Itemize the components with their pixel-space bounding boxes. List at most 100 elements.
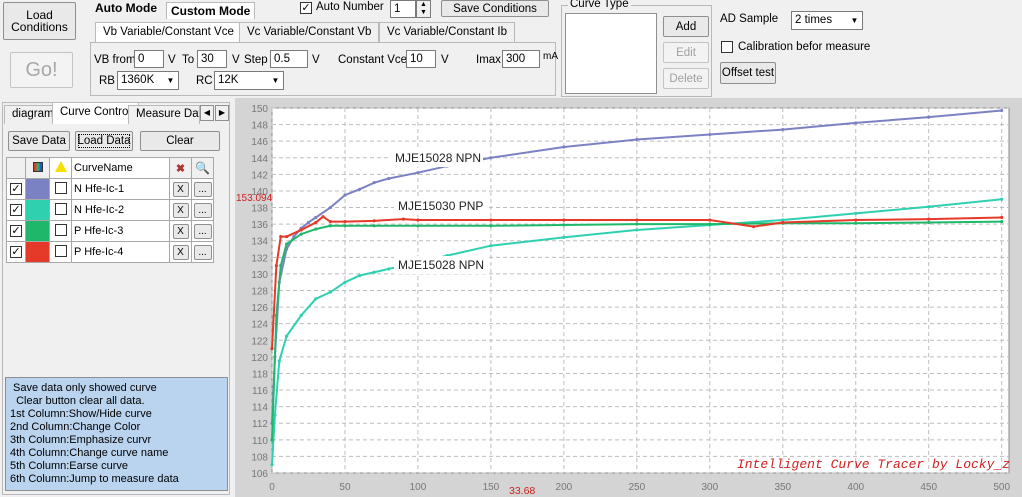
erase-curve-button[interactable]: X [172,181,189,197]
tab-curve-control[interactable]: Curve Control [52,102,139,124]
load-data-button[interactable]: Load Data [75,131,133,151]
tab-diagram[interactable]: diagram [4,105,62,124]
chevron-down-icon: ▼ [163,72,178,89]
curve-color-swatch[interactable] [25,178,50,200]
help-text-box: Save data only showed curve Clear button… [5,377,228,491]
erase-curve-button[interactable]: X [172,244,189,260]
data-point [708,218,712,222]
jump-to-data-button[interactable]: ... [193,244,212,260]
calibration-checkbox[interactable] [721,41,733,53]
curve-name-cell[interactable]: N Hfe-Ic-1 [71,178,170,200]
data-point [314,215,318,220]
data-point [274,264,278,268]
erase-curve-button[interactable]: X [172,223,189,239]
y-tick-label: 130 [251,270,268,281]
tab-vc-variable-ib[interactable]: Vc Variable/Constant Ib [379,22,515,42]
offset-test-button[interactable]: Offset test [720,62,776,84]
warning-icon [54,161,67,172]
data-point [387,176,391,181]
curve-annotation: MJE15030 PNP [398,199,483,213]
y-tick-label: 148 [251,121,268,132]
data-point [279,264,283,268]
edit-button[interactable]: Edit [663,42,709,63]
custom-mode-tab[interactable]: Custom Mode [166,2,256,19]
x-tick-label: 450 [920,482,937,493]
ad-sample-select[interactable]: 2 times ▼ [791,11,863,30]
data-point [284,242,289,246]
data-point [357,187,362,191]
y-tick-label: 122 [251,336,268,347]
y-tick-label: 136 [251,220,268,231]
show-curve-checkbox[interactable]: ✓ [10,246,22,258]
constant-vce-input[interactable]: 10 [406,50,436,68]
watermark-text: Intelligent Curve Tracer by Locky_z [737,457,1010,472]
curve-color-swatch[interactable] [25,199,50,221]
rb-select[interactable]: 1360K ▼ [117,71,179,90]
emphasize-checkbox[interactable] [54,181,67,194]
to-unit: V [232,54,240,66]
auto-number-spinner[interactable]: ▲ ▼ [416,0,431,18]
jump-column-header: 🔍 [191,157,214,179]
clear-button[interactable]: Clear [140,131,220,151]
curve-color-swatch[interactable] [25,241,50,263]
auto-mode-tab[interactable]: Auto Mode [95,1,157,15]
imax-input[interactable]: 300 [502,50,540,68]
data-point [416,171,420,175]
jump-to-data-button[interactable]: ... [193,223,212,239]
erase-curve-button[interactable]: X [172,202,189,218]
show-curve-checkbox[interactable]: ✓ [10,225,22,237]
show-column-header [6,157,26,179]
rc-select[interactable]: 12K ▼ [214,71,284,90]
tab-scroll-left[interactable]: ◀ [200,105,214,121]
go-button[interactable]: Go! [10,52,73,88]
jump-to-data-button[interactable]: ... [193,181,212,197]
tab-measure-data[interactable]: Measure Data [128,105,200,124]
data-point [314,227,318,231]
emphasize-checkbox[interactable] [54,202,67,215]
show-curve-checkbox[interactable]: ✓ [10,183,22,195]
jump-to-data-button[interactable]: ... [193,202,212,218]
emphasize-checkbox[interactable] [54,223,67,236]
curve-name-cell[interactable]: P Hfe-Ic-3 [71,220,170,242]
save-data-button[interactable]: Save Data [8,131,70,151]
y-tick-label: 116 [252,386,268,397]
emphasize-column-header [49,157,72,179]
help-line: Save data only showed curve [10,382,157,394]
x-tick-label: 50 [339,482,351,493]
vb-from-input[interactable]: 0 [134,50,164,68]
tab-vb-variable[interactable]: Vb Variable/Constant Vce [95,22,242,42]
ad-sample-label: AD Sample [720,13,779,25]
save-conditions-button[interactable]: Save Conditions [441,0,549,17]
vb-from-unit: V [168,54,176,66]
data-point [328,205,332,210]
data-point [562,223,566,227]
step-input[interactable]: 0.5 [270,50,308,68]
auto-number-input[interactable]: 1 [390,0,416,18]
delete-button[interactable]: Delete [663,68,709,89]
curve-color-swatch[interactable] [25,220,50,242]
y-tick-label: 142 [251,170,268,181]
y-tick-label: 128 [251,287,268,298]
curve-name-cell[interactable]: P Hfe-Ic-4 [71,241,170,263]
erase-column-header: ✖ [169,157,192,179]
tab-vc-variable-vb[interactable]: Vc Variable/Constant Vb [239,22,380,42]
load-conditions-button[interactable]: Load Conditions [3,2,76,40]
curve-name-cell[interactable]: N Hfe-Ic-2 [71,199,170,221]
to-input[interactable]: 30 [197,50,227,68]
data-point [1000,215,1004,220]
x-tick-label: 0 [269,482,275,493]
data-point [752,225,756,229]
help-line: 6th Column:Jump to measure data [10,473,179,485]
calibration-label: Calibration befor measure [738,41,871,53]
help-line: 1st Column:Show/Hide curve [10,408,152,420]
show-curve-checkbox[interactable]: ✓ [10,204,22,216]
curve-type-list[interactable] [565,13,657,94]
x-tick-label: 150 [483,482,500,493]
add-button[interactable]: Add [663,16,709,37]
curve-type-title: Curve Type [568,0,631,10]
auto-number-checkbox[interactable]: ✓ [300,2,312,14]
tab-scroll-right[interactable]: ▶ [215,105,229,121]
step-label: Step [244,54,268,66]
y-tick-label: 138 [251,204,268,215]
emphasize-checkbox[interactable] [54,244,67,257]
